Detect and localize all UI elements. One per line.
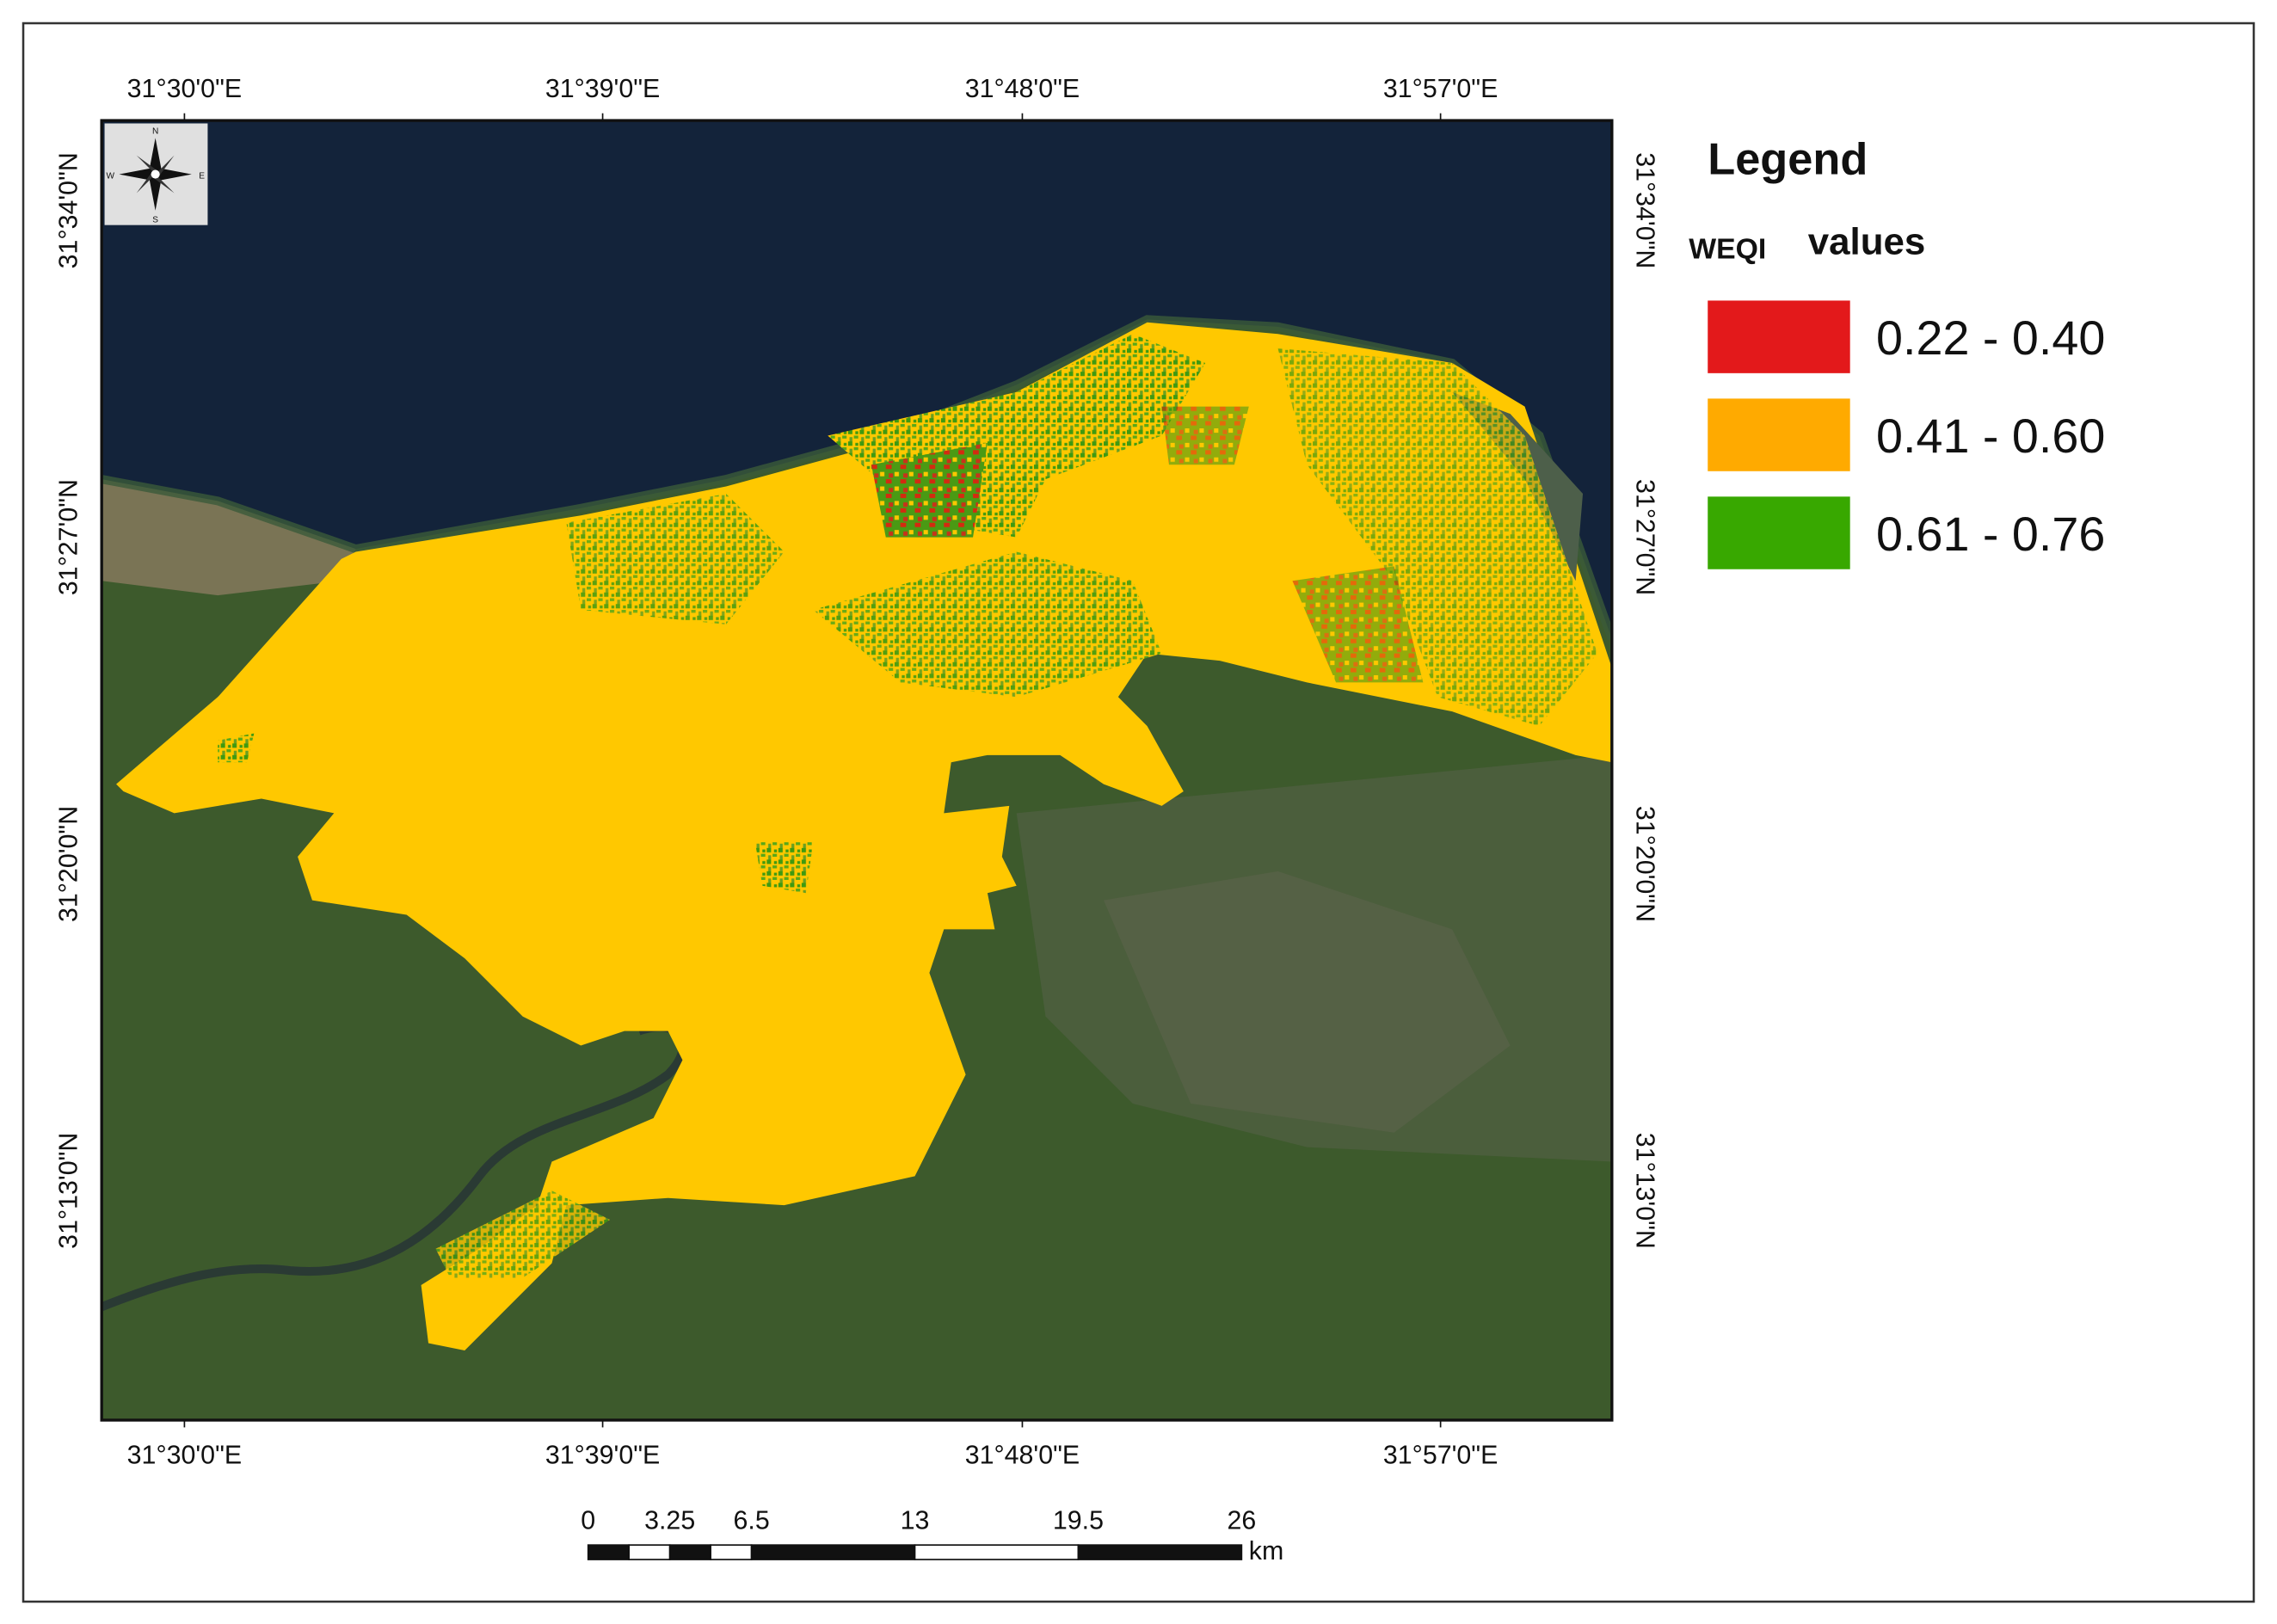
scale-segment: [710, 1544, 753, 1560]
lagoon-patch: [1103, 870, 1511, 1133]
legend-swatch: [1708, 300, 1850, 373]
legend-subtitle-prefix: WEQI: [1689, 232, 1766, 265]
compass-letter: W: [107, 172, 115, 181]
lat-label-left: 31°27'0"N: [53, 479, 83, 595]
legend-label: 0.61 - 0.76: [1876, 508, 2105, 561]
legend-title: Legend: [1708, 135, 1868, 185]
lon-label-bottom: 31°48'0"E: [965, 1441, 1080, 1470]
lat-label-left: 31°13'0"N: [53, 1133, 83, 1249]
lat-label-right: 31°20'0"N: [1631, 806, 1660, 922]
mixed-patch: [754, 842, 814, 894]
river: [102, 1023, 688, 1312]
lon-label-top: 31°30'0"E: [127, 74, 242, 103]
scale-segment: [914, 1544, 1080, 1560]
red-patch: [871, 442, 988, 538]
legend-swatch: [1708, 496, 1850, 569]
legend-swatch: [1708, 398, 1850, 471]
mixed-patch: [813, 551, 1162, 698]
lat-label-right: 31°27'0"N: [1631, 479, 1660, 595]
lon-label-top: 31°57'0"E: [1383, 74, 1498, 103]
lat-label-right: 31°34'0"N: [1631, 152, 1660, 268]
lon-label-bottom: 31°30'0"E: [127, 1441, 242, 1470]
scale-label: 26: [1227, 1506, 1256, 1535]
scale-segment: [628, 1544, 671, 1560]
compass-center: [151, 169, 160, 179]
mixed-patch: [435, 1190, 611, 1278]
scale-segment: [587, 1544, 631, 1560]
lon-label-bottom: 31°57'0"E: [1383, 1441, 1498, 1470]
map-body: [102, 120, 1612, 1420]
legend-label: 0.22 - 0.40: [1876, 311, 2105, 365]
compass-letter: E: [199, 172, 205, 181]
lat-label-left: 31°20'0"N: [53, 806, 83, 922]
compass-letter: S: [152, 215, 158, 225]
weqi-region: [116, 322, 1612, 1350]
scale-segment: [750, 1544, 916, 1560]
legend-label: 0.41 - 0.60: [1876, 409, 2105, 463]
mixed-patch: [566, 493, 785, 624]
scale-label: 6.5: [733, 1506, 769, 1535]
town: [102, 479, 356, 596]
red-patch: [1161, 406, 1249, 465]
sea: [102, 120, 1612, 639]
scale-label: 13: [901, 1506, 930, 1535]
red-patch: [1292, 566, 1424, 683]
lat-label-right: 31°13'0"N: [1631, 1133, 1660, 1249]
lon-label-top: 31°39'0"E: [545, 74, 660, 103]
map-frame: [100, 119, 1614, 1422]
scale-segment: [1077, 1544, 1243, 1560]
scale-label: 19.5: [1053, 1506, 1104, 1535]
legend-subtitle: values: [1808, 220, 1926, 262]
mixed-patch: [218, 733, 255, 763]
lat-label-left: 31°34'0"N: [53, 152, 83, 268]
mixed-patch: [1277, 348, 1597, 727]
scale-label: 3.25: [644, 1506, 695, 1535]
compass-letter: N: [152, 126, 158, 136]
lon-label-top: 31°48'0"E: [965, 74, 1080, 103]
lon-label-bottom: 31°39'0"E: [545, 1441, 660, 1470]
scale-label: 0: [581, 1506, 595, 1535]
scale-segment: [668, 1544, 711, 1560]
scale-unit: km: [1249, 1536, 1283, 1566]
